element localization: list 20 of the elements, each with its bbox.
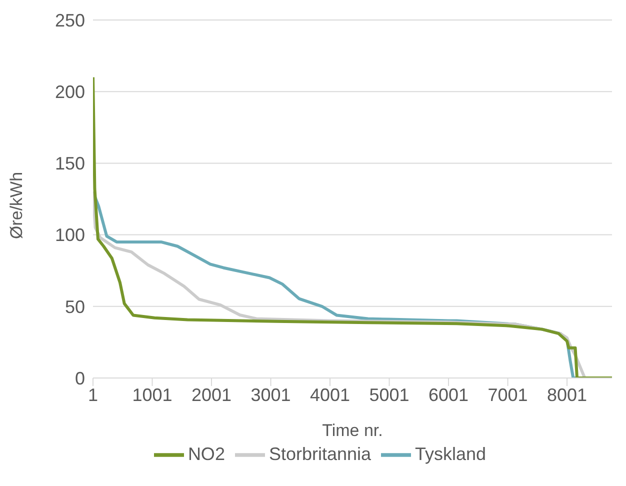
y-tick-label: 250 xyxy=(54,10,85,30)
y-tick-label: 0 xyxy=(74,368,85,388)
x-tick-label: 7001 xyxy=(488,384,528,405)
y-tick-label: 200 xyxy=(54,82,85,102)
legend-label: Tyskland xyxy=(415,444,486,464)
y-tick-label: 100 xyxy=(54,225,85,246)
x-tick-label: 8001 xyxy=(547,384,588,405)
x-tick-label: 6001 xyxy=(428,384,469,405)
x-tick-label: 1 xyxy=(88,384,98,405)
x-tick-label: 5001 xyxy=(369,384,410,405)
legend-label: Storbritannia xyxy=(268,444,372,464)
x-tick-label: 1001 xyxy=(132,384,172,405)
y-axis-title: Øre/kWh xyxy=(7,172,26,239)
x-tick-label: 3001 xyxy=(250,384,291,405)
x-axis-title: Time nr. xyxy=(322,421,383,440)
x-tick-label: 2001 xyxy=(191,384,232,405)
legend-label: NO2 xyxy=(188,444,225,464)
y-tick-label: 50 xyxy=(64,296,85,317)
y-tick-label: 150 xyxy=(54,154,85,174)
x-tick-label: 4001 xyxy=(310,384,350,405)
